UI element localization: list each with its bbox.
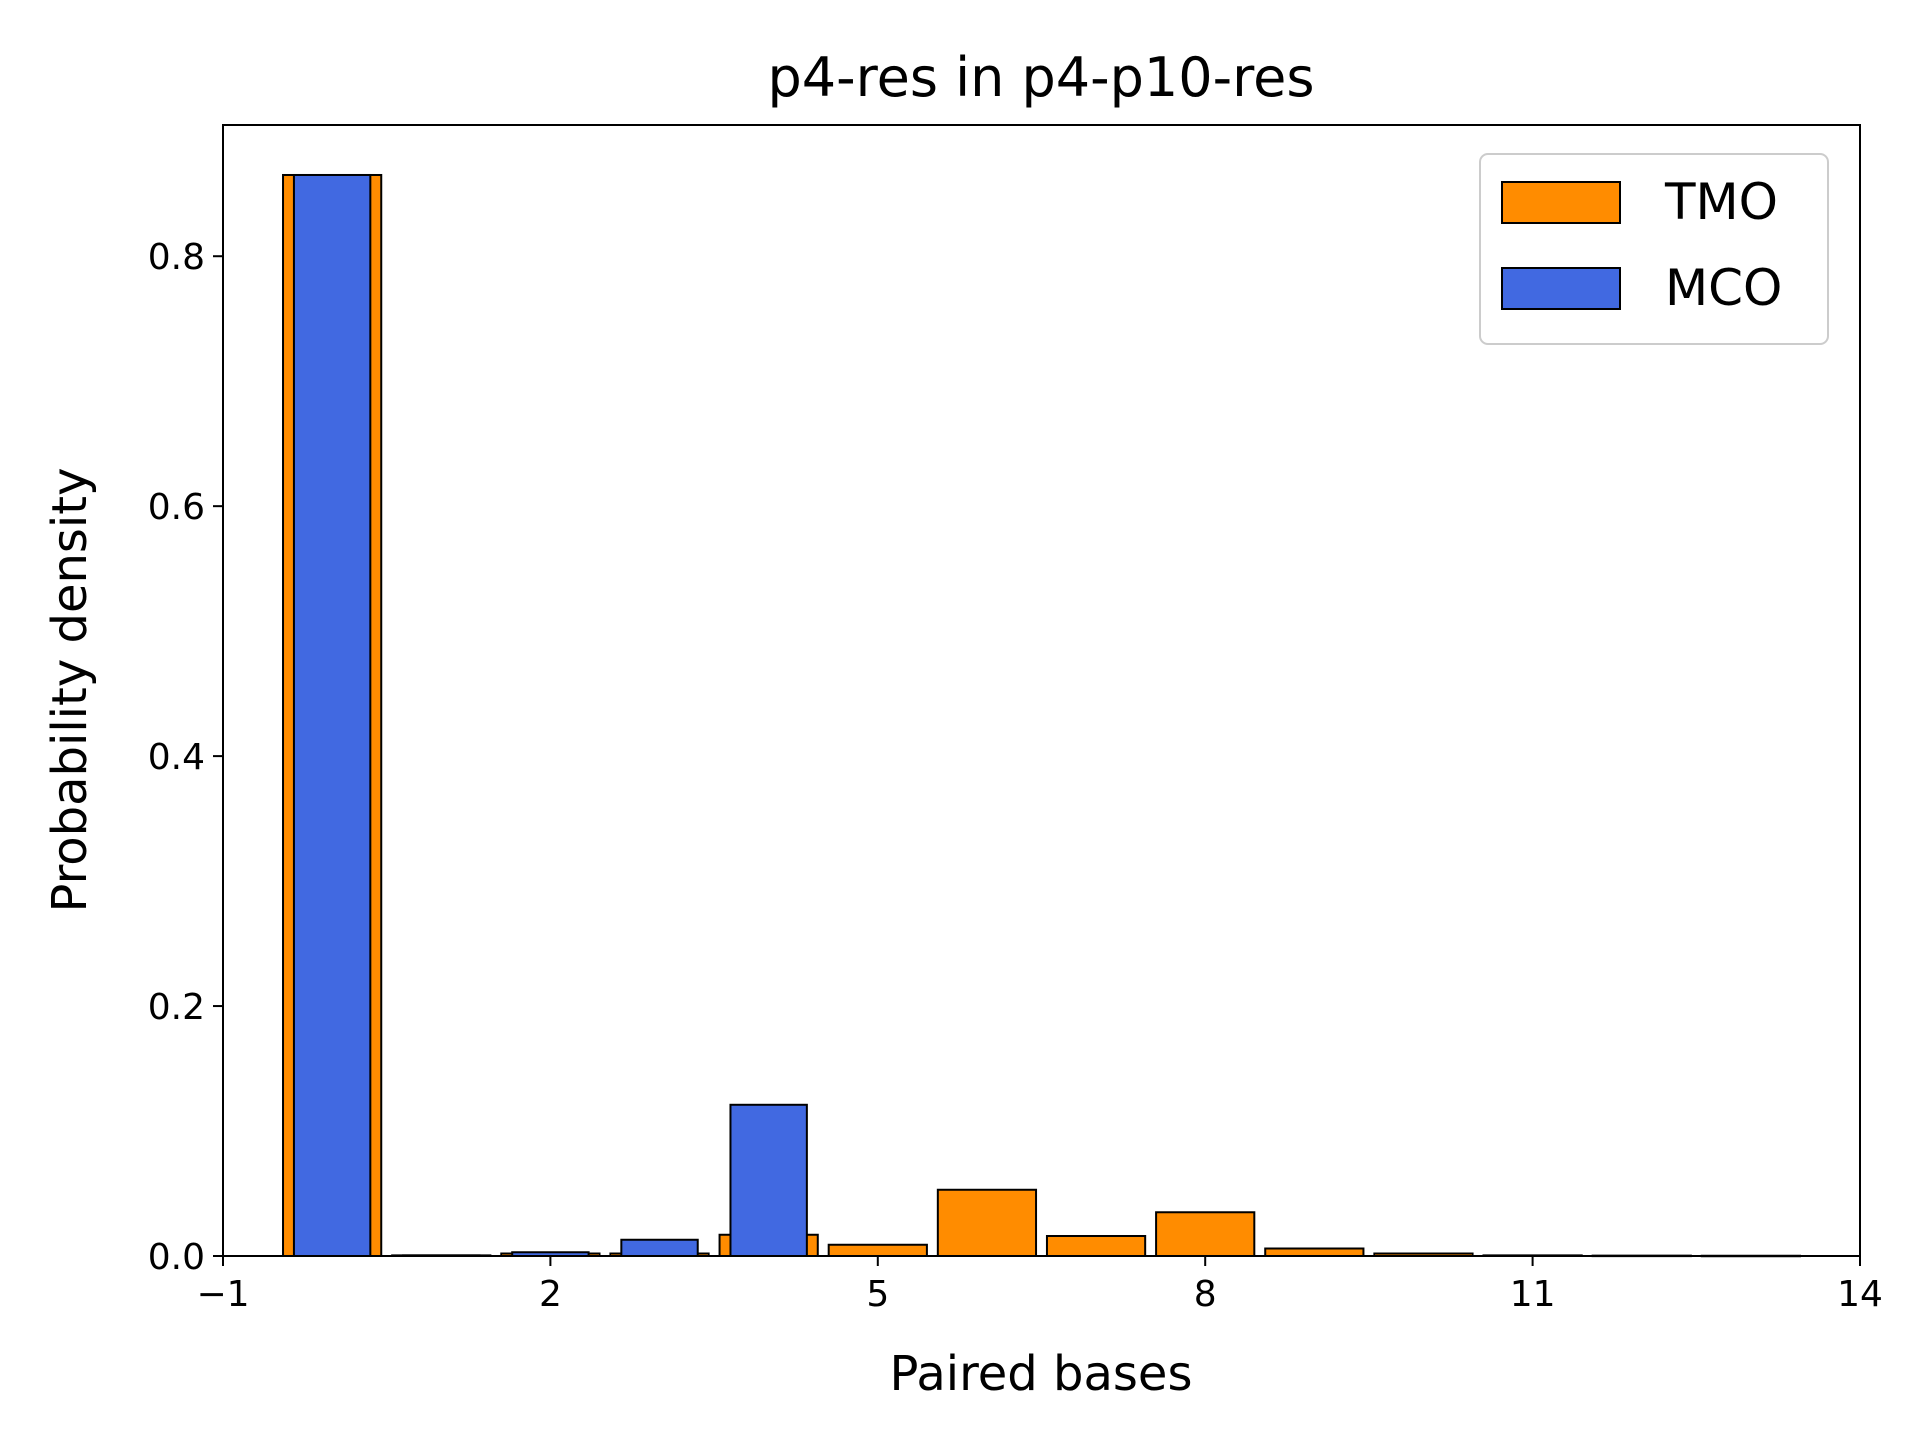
- bar-tmo-5: [827, 1243, 928, 1257]
- y-tick-label: 0.8: [148, 237, 205, 278]
- x-axis-ticks: −1 2 5 8 11 14: [196, 1256, 1883, 1315]
- bar-mco-3: [620, 1238, 699, 1257]
- legend: TMO MCO: [1479, 153, 1829, 345]
- y-tick-label: 0.6: [148, 487, 205, 528]
- legend-swatch-mco: [1501, 267, 1621, 310]
- y-tick-label: 0.0: [148, 1237, 205, 1278]
- x-tick-label: 14: [1837, 1274, 1883, 1315]
- bar-tmo-7: [1045, 1235, 1147, 1257]
- legend-swatch-tmo: [1501, 181, 1621, 224]
- bar-mco-4: [729, 1103, 808, 1258]
- y-tick-label: 0.2: [148, 987, 205, 1028]
- bar-tmo-9: [1264, 1247, 1365, 1258]
- x-tick-label: −1: [196, 1274, 249, 1315]
- bar-mco-0: [292, 173, 372, 1258]
- x-tick-label: 5: [866, 1274, 889, 1315]
- plot-frame: [222, 124, 1861, 1257]
- legend-label-mco: MCO: [1665, 259, 1782, 317]
- legend-label-tmo: TMO: [1664, 173, 1778, 231]
- bar-tmo-8: [1155, 1211, 1256, 1257]
- chart-title: p4-res in p4-p10-res: [767, 46, 1314, 109]
- y-tick-label: 0.4: [148, 737, 205, 778]
- bars-group: [282, 173, 1801, 1258]
- x-tick-label: 2: [539, 1274, 562, 1315]
- bar-tmo-6: [936, 1188, 1038, 1258]
- x-axis-title: Paired bases: [890, 1346, 1193, 1402]
- x-tick-label: 11: [1510, 1274, 1556, 1315]
- y-axis-title: Probability density: [42, 468, 98, 913]
- y-axis-ticks: 0.0 0.2 0.4 0.6 0.8: [148, 237, 223, 1278]
- x-tick-label: 8: [1194, 1274, 1217, 1315]
